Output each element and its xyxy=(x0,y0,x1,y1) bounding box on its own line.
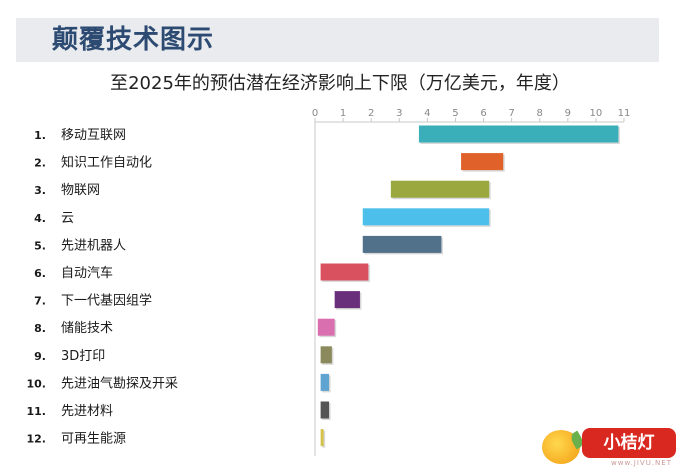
category-number: 12. xyxy=(27,433,47,446)
category-label: 云 xyxy=(61,211,74,226)
x-tick-label: 11 xyxy=(618,108,631,119)
x-tick-label: 10 xyxy=(590,108,603,119)
range-bar xyxy=(390,180,490,198)
x-tick-label: 9 xyxy=(565,108,571,119)
range-bar xyxy=(320,346,332,364)
category-number: 7. xyxy=(34,295,46,308)
x-tick-label: 2 xyxy=(368,108,374,119)
category-label: 先进油气勘探及开采 xyxy=(61,375,178,391)
category-label: 知识工作自动化 xyxy=(61,155,152,171)
category-number: 6. xyxy=(34,267,46,280)
category-label: 自动汽车 xyxy=(61,265,113,281)
logo-text: 小桔灯 xyxy=(582,428,676,458)
x-tick-label: 5 xyxy=(452,108,458,119)
category-number: 8. xyxy=(34,322,46,335)
category-label: 3D打印 xyxy=(61,349,105,364)
category-number: 5. xyxy=(34,239,46,252)
range-bar xyxy=(334,291,360,309)
category-label: 储能技术 xyxy=(61,321,113,336)
category-label: 下一代基因组学 xyxy=(61,293,152,309)
range-bar xyxy=(461,153,504,171)
page-title: 颠覆技术图示 xyxy=(52,25,215,55)
category-number: 11. xyxy=(27,405,47,418)
category-label: 移动互联网 xyxy=(61,128,126,143)
category-label: 可再生能源 xyxy=(61,432,126,447)
category-number: 9. xyxy=(34,350,46,363)
range-bar xyxy=(362,235,442,253)
header-band xyxy=(16,18,659,62)
x-tick-label: 3 xyxy=(396,108,402,119)
category-label: 先进机器人 xyxy=(61,238,126,253)
category-label: 物联网 xyxy=(61,183,100,198)
x-tick-label: 8 xyxy=(537,108,543,119)
range-bar xyxy=(320,373,330,391)
range-bar xyxy=(320,401,330,419)
category-number: 1. xyxy=(34,129,46,142)
range-bar xyxy=(320,429,324,447)
category-number: 3. xyxy=(34,184,46,197)
x-tick-label: 7 xyxy=(508,108,514,119)
logo: 小桔灯 www.JIVU.NET xyxy=(542,428,676,468)
category-number: 4. xyxy=(34,212,46,225)
x-tick-label: 1 xyxy=(340,108,346,119)
range-bar xyxy=(317,318,335,336)
range-bar xyxy=(362,208,490,226)
x-tick-label: 6 xyxy=(480,108,486,119)
category-number: 2. xyxy=(34,157,46,170)
x-tick-label: 0 xyxy=(312,108,318,119)
category-label: 先进材料 xyxy=(61,404,113,419)
logo-url: www.JIVU.NET xyxy=(611,459,672,467)
range-bar xyxy=(418,125,619,143)
range-bar xyxy=(320,263,369,281)
x-tick-label: 4 xyxy=(424,108,430,119)
category-number: 10. xyxy=(27,377,47,390)
chart-title: 至2025年的预估潜在经济影响上下限（万亿美元，年度） xyxy=(110,73,570,94)
